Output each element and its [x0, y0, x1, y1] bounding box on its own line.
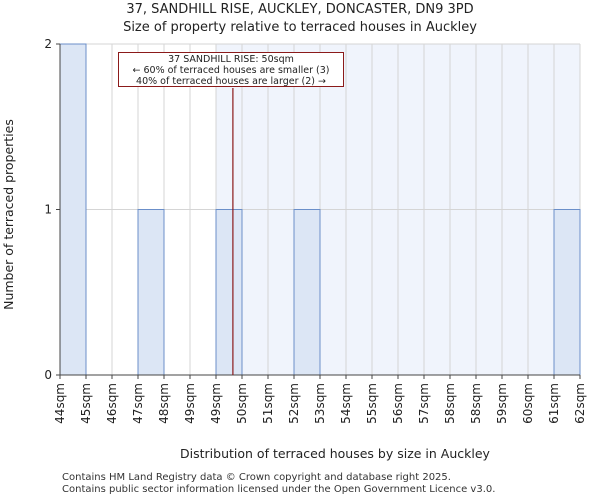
- annotation-line-3: 40% of terraced houses are larger (2) →: [136, 76, 326, 87]
- footer-line-2: Contains public sector information licen…: [62, 484, 496, 495]
- y-tick-label: 1: [44, 203, 52, 217]
- footer-line-1: Contains HM Land Registry data © Crown c…: [62, 472, 451, 483]
- annotation-line-2: ← 60% of terraced houses are smaller (3): [132, 65, 330, 76]
- y-axis-title: Number of terraced properties: [1, 119, 16, 310]
- x-tick-label: 45sqm: [79, 383, 93, 424]
- x-tick-label: 54sqm: [339, 383, 353, 424]
- x-tick-label: 57sqm: [417, 383, 431, 424]
- histogram-bar: [137, 209, 165, 376]
- x-tick-label: 60sqm: [521, 383, 535, 424]
- x-tick-label: 49sqm: [209, 383, 223, 424]
- histogram-bar: [59, 43, 87, 376]
- x-tick-label: 58sqm: [443, 383, 457, 424]
- x-tick-label: 51sqm: [261, 383, 275, 424]
- x-tick-label: 50sqm: [235, 383, 249, 424]
- x-tick-label: 46sqm: [105, 383, 119, 424]
- property-annotation: 37 SANDHILL RISE: 50sqm ← 60% of terrace…: [118, 52, 344, 87]
- x-axis-title: Distribution of terraced houses by size …: [180, 446, 491, 461]
- y-tick-label: 0: [44, 368, 52, 382]
- x-tick-label: 62sqm: [573, 383, 587, 424]
- x-tick-label: 59sqm: [495, 383, 509, 424]
- x-tick-label: 47sqm: [131, 383, 145, 424]
- histogram-bar: [293, 209, 321, 376]
- chart-subtitle: Size of property relative to terraced ho…: [123, 20, 477, 35]
- histogram-bar: [553, 209, 581, 376]
- x-tick-label: 56sqm: [391, 383, 405, 424]
- x-tick-label: 58sqm: [469, 383, 483, 424]
- x-tick-label: 48sqm: [157, 383, 171, 424]
- x-tick-label: 61sqm: [547, 383, 561, 424]
- x-tick-label: 52sqm: [287, 383, 301, 424]
- histogram-bar: [215, 209, 243, 376]
- x-tick-label: 55sqm: [365, 383, 379, 424]
- chart-title: 37, SANDHILL RISE, AUCKLEY, DONCASTER, D…: [126, 2, 474, 17]
- annotation-line-1: 37 SANDHILL RISE: 50sqm: [168, 54, 294, 65]
- x-tick-label: 44sqm: [53, 383, 67, 424]
- x-tick-label: 49sqm: [183, 383, 197, 424]
- histogram-chart: 0 1 2 44sqm 45sqm 46sqm 47sqm 48sqm 49sqm 49sqm 50…: [1, 37, 587, 461]
- y-tick-label: 2: [44, 37, 52, 51]
- x-tick-label: 53sqm: [313, 383, 327, 424]
